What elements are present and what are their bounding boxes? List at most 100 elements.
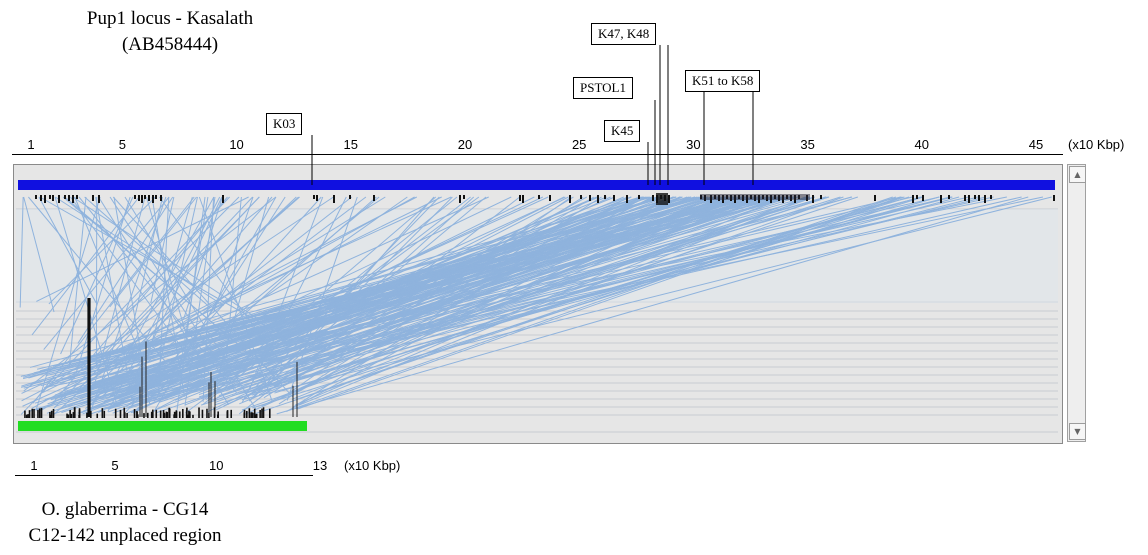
bottom-title-line1: O. glaberrima - CG14 <box>41 499 209 520</box>
alignment-line <box>101 196 762 410</box>
top-gene-mark <box>922 195 924 201</box>
bottom-gene-mark <box>251 412 253 418</box>
vertical-scrollbar[interactable]: ▲ ▼ <box>1067 164 1086 442</box>
top-title-line1: Pup1 locus - Kasalath <box>86 8 254 29</box>
top-gene-mark <box>580 195 582 199</box>
bottom-gene-mark <box>146 412 149 418</box>
top-gene-mark <box>373 195 375 201</box>
top-gene-mark <box>68 195 70 201</box>
scroll-down-arrow-icon[interactable]: ▼ <box>1069 423 1086 440</box>
alignment-line <box>216 196 841 395</box>
bottom-gene-mark <box>253 408 256 418</box>
alignment-lines <box>19 196 1052 416</box>
bottom-gene-mark <box>254 414 257 418</box>
bottom-gene-mark <box>70 413 73 418</box>
bottom-gene-mark <box>37 409 39 418</box>
alignment-line <box>75 196 131 374</box>
top-gene-mark <box>597 195 599 203</box>
alignment-line <box>28 196 166 362</box>
top-gene-mark <box>522 195 524 203</box>
top-gene-mark <box>964 195 966 201</box>
alignment-line <box>231 196 960 397</box>
alignment-line <box>150 196 175 304</box>
scroll-up-arrow-icon[interactable]: ▲ <box>1069 166 1086 183</box>
top-gene-mark <box>52 195 54 201</box>
alignment-line <box>105 196 768 384</box>
bottom-axis-tick-label: 5 <box>111 458 119 473</box>
bottom-gene-mark <box>96 413 99 418</box>
alignment-line <box>119 196 1044 393</box>
top-gene-mark <box>160 195 162 201</box>
alignment-line <box>121 196 658 396</box>
alignment-line <box>114 196 688 401</box>
top-gene-mark <box>940 195 942 203</box>
bottom-gene-mark <box>185 410 188 418</box>
bottom-gene-mark <box>178 411 181 418</box>
alignment-line <box>130 196 649 399</box>
alignment-line <box>124 196 257 410</box>
top-gene-mark <box>49 195 51 199</box>
alignment-line <box>202 196 215 402</box>
alignment-line <box>47 196 659 405</box>
alignment-line <box>50 196 228 406</box>
bottom-gene-mark <box>103 410 106 418</box>
bottom-gene-mark <box>28 410 31 418</box>
bottom-gene-mark <box>69 409 71 418</box>
alignment-line <box>146 196 188 337</box>
top-axis-tick-label: 15 <box>343 137 358 152</box>
top-axis-unit: (x10 Kbp) <box>1068 137 1125 152</box>
top-gene-mark <box>349 195 351 199</box>
bottom-gene-mark <box>255 413 258 418</box>
callout-k47-k48: K47, K48 <box>591 23 657 45</box>
bottom-gene-mark <box>155 409 158 418</box>
bottom-gene-mark <box>150 411 153 418</box>
bottom-gene-mark <box>25 414 28 418</box>
top-gene-mark <box>40 195 42 201</box>
bottom-gene-mark <box>182 408 184 418</box>
alignment-line <box>38 196 97 304</box>
alignment-line <box>102 196 253 355</box>
top-gene-mark <box>35 195 37 199</box>
alignment-line <box>294 196 785 406</box>
bottom-axis-tick-label: 10 <box>209 458 224 473</box>
bottom-gene-mark <box>162 410 165 418</box>
bottom-gene-mark <box>226 410 229 418</box>
top-gene-mark <box>98 195 100 203</box>
top-gene-mark <box>812 195 814 203</box>
bottom-gene-mark <box>24 410 26 418</box>
alignment-line <box>67 196 755 362</box>
top-gene-mark <box>820 195 822 199</box>
bottom-gene-mark <box>168 408 170 418</box>
top-gene-mark <box>613 195 615 201</box>
top-axis-tick-label: 1 <box>27 137 35 152</box>
alignment-line <box>215 196 921 406</box>
top-gene-mark <box>138 195 140 201</box>
top-gene-mark <box>700 194 810 200</box>
top-gene-mark <box>569 195 571 203</box>
bottom-gene-mark <box>261 408 263 418</box>
alignment-line <box>46 196 718 375</box>
bottom-title-line2: C12-142 unplaced region <box>28 525 222 546</box>
top-gene-mark <box>589 195 591 201</box>
bottom-gene-mark <box>248 408 251 418</box>
top-gene-mark <box>64 195 66 199</box>
bottom-gene-mark <box>136 414 139 418</box>
alignment-line <box>39 196 277 333</box>
alignment-line <box>159 196 283 366</box>
bottom-gene-mark <box>119 409 122 418</box>
bottom-gene-mark <box>133 409 136 418</box>
top-gene-mark <box>459 195 461 203</box>
top-sequence-title: Pup1 locus - Kasalath (AB458444) <box>20 6 320 58</box>
top-gene-mark <box>912 195 914 203</box>
alignment-line <box>20 196 230 415</box>
top-gene-mark <box>141 195 143 203</box>
top-gene-mark <box>58 195 60 203</box>
top-gene-mark <box>984 195 986 203</box>
top-gene-marks <box>35 193 1055 205</box>
top-gene-mark <box>519 195 521 201</box>
bottom-gene-mark <box>252 412 254 418</box>
top-sequence-bar <box>18 180 1055 190</box>
alignment-line <box>72 196 261 321</box>
bottom-axis-tick-label: 13 <box>312 458 328 473</box>
alignment-line <box>132 196 763 404</box>
